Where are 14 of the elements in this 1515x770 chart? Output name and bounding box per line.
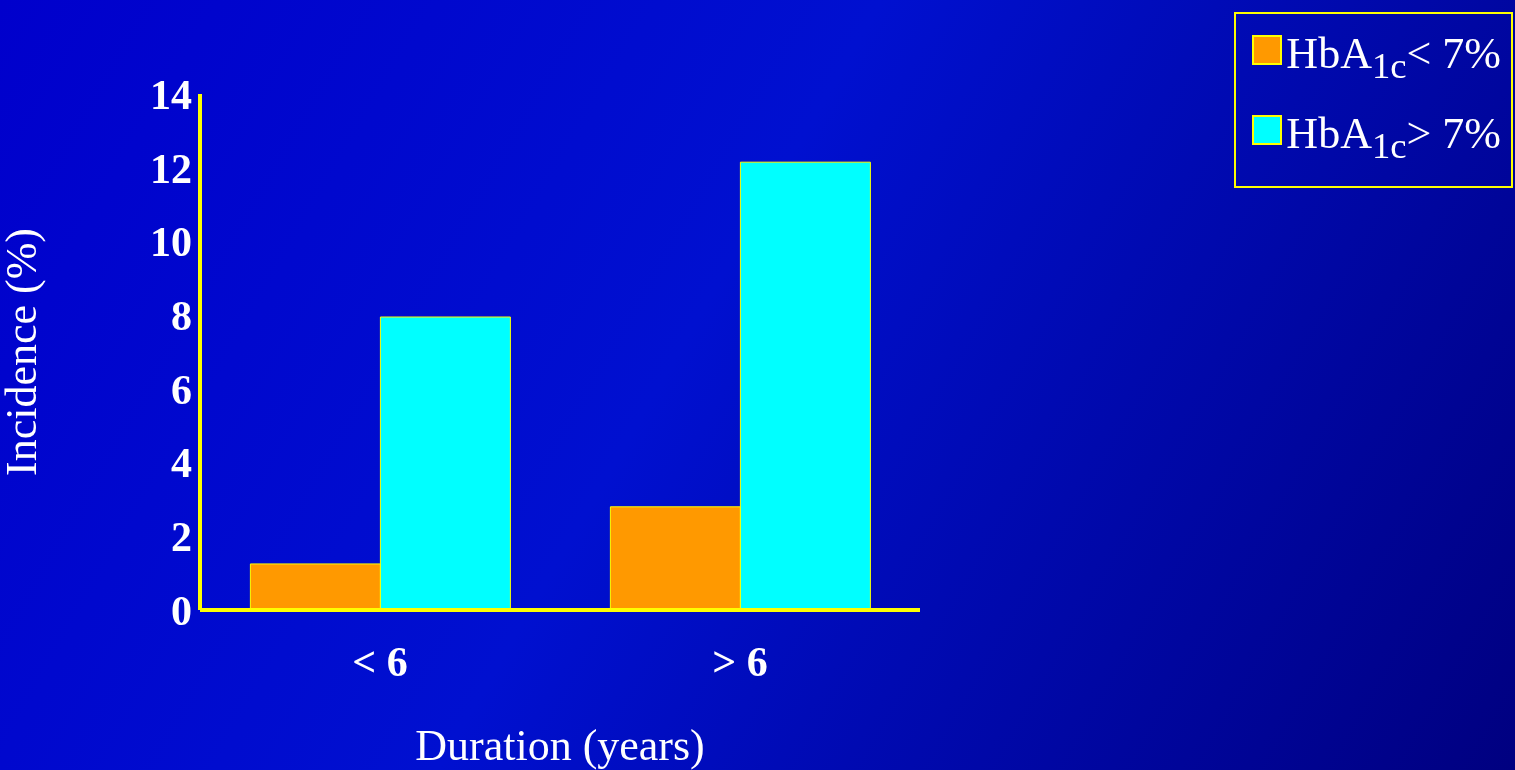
y-tick-label: 8 xyxy=(171,293,192,340)
x-axis-title: Duration (years) xyxy=(415,721,705,770)
y-tick-label: 2 xyxy=(171,514,192,561)
y-tick-label: 14 xyxy=(150,71,192,118)
y-tick-label: 4 xyxy=(171,440,192,487)
y-tick-label: 0 xyxy=(171,587,192,634)
legend-label: HbA$_{1c}$< 7% xyxy=(1286,28,1501,88)
y-tick-label: 6 xyxy=(171,366,192,413)
y-tick-label: 10 xyxy=(150,219,192,266)
x-tick-label: < 6 xyxy=(352,638,408,685)
y-tick-label: 12 xyxy=(150,145,192,192)
x-tick-label: > 6 xyxy=(712,638,768,685)
y-axis-title: Incidence (%) xyxy=(0,228,46,476)
legend-label: HbA$_{1c}$> 7% xyxy=(1286,107,1501,168)
